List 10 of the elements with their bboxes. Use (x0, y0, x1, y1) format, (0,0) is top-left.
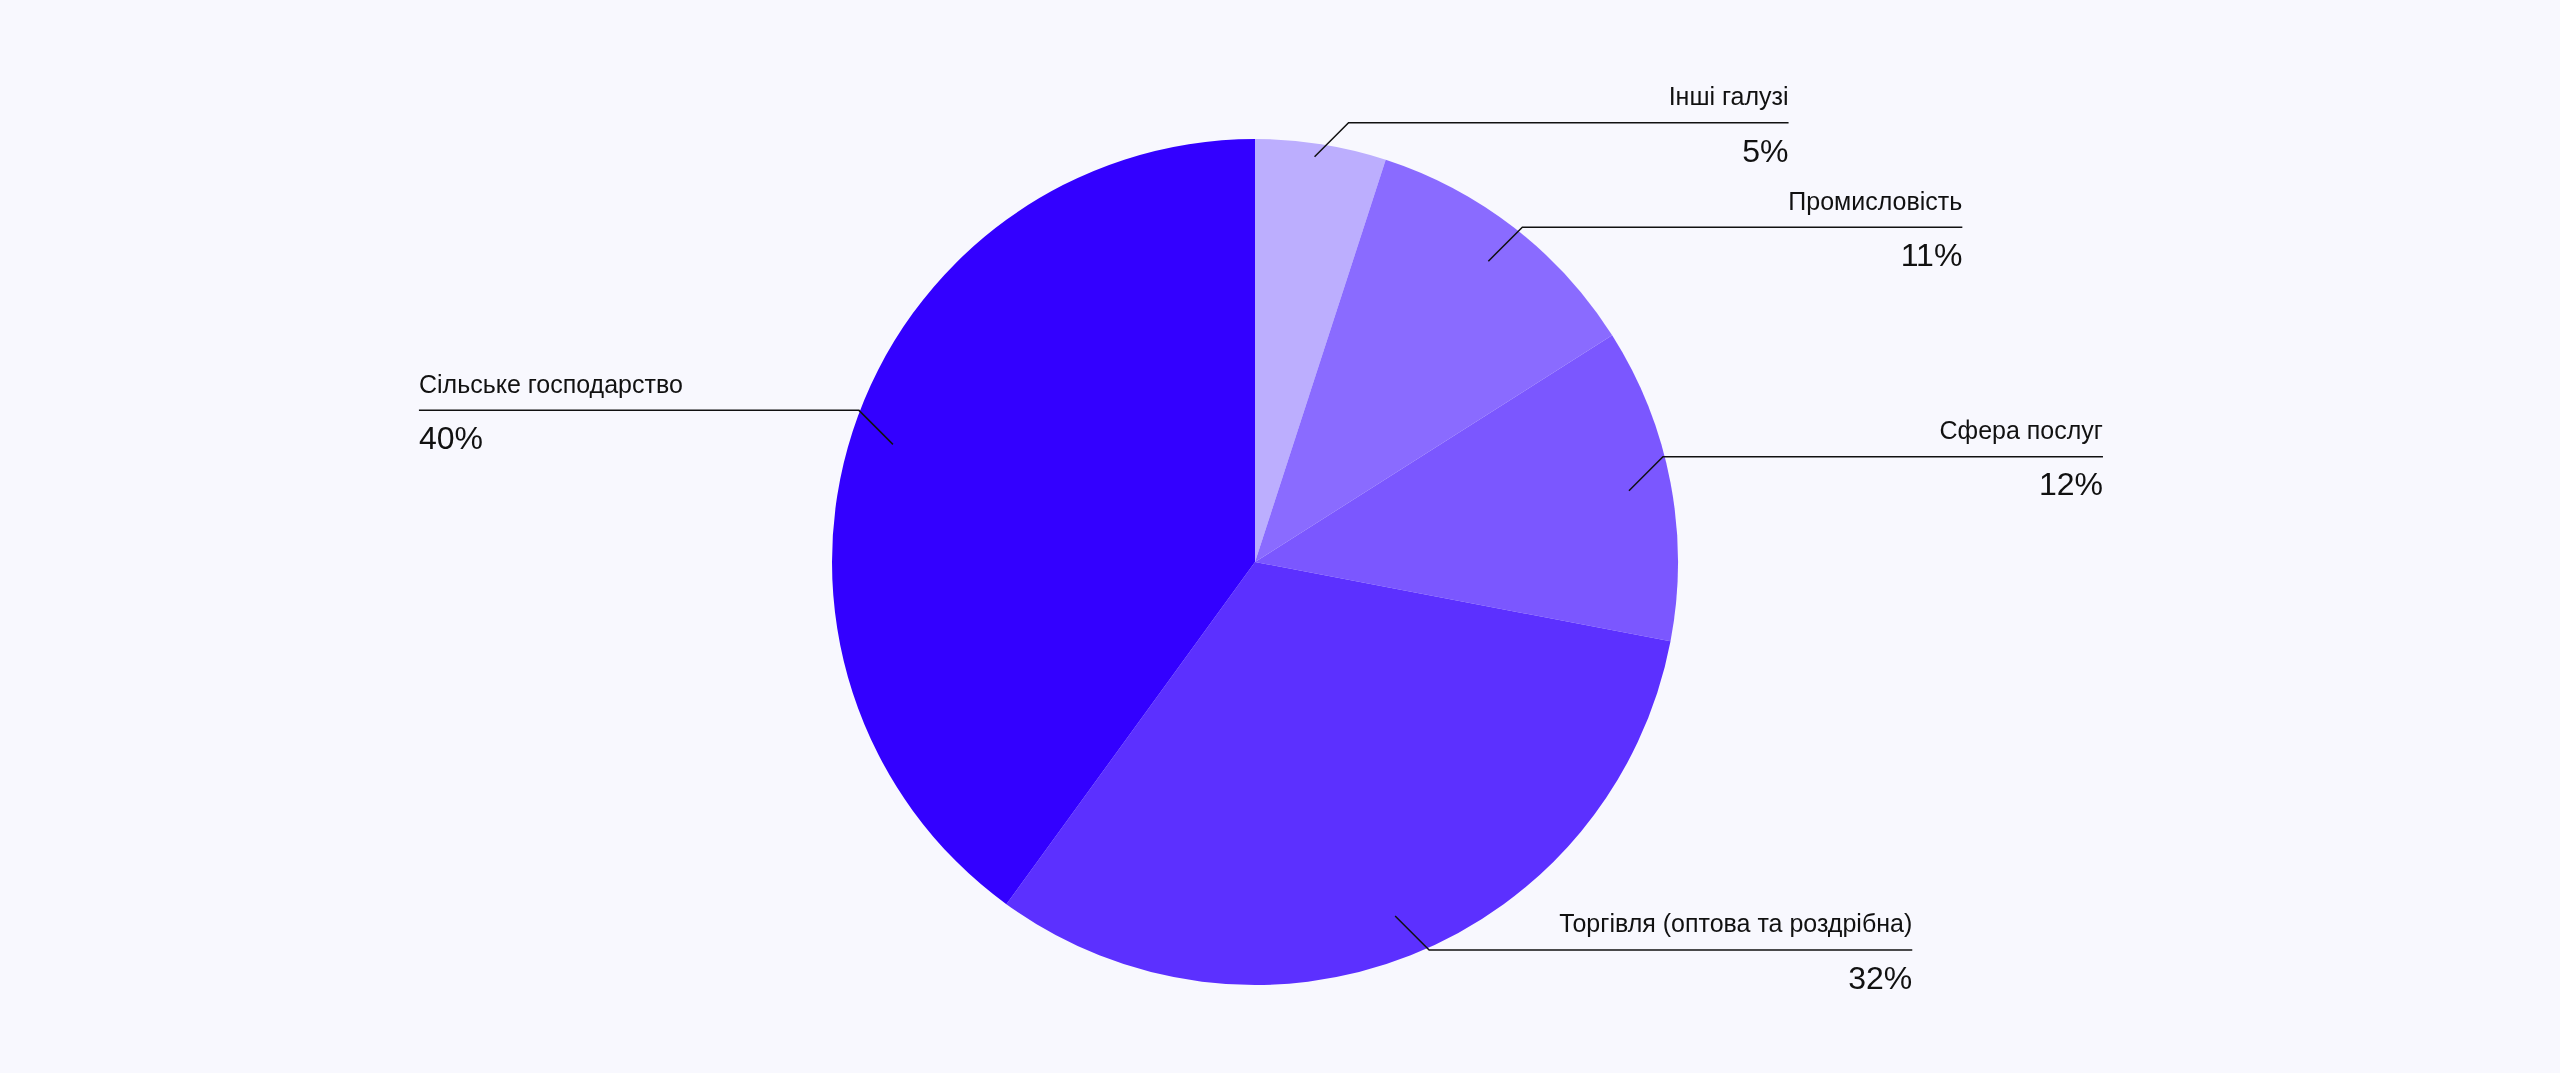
slice-label: Сільське господарство (418, 369, 683, 398)
data-label: 32% (1848, 959, 1913, 996)
slice-label: Промисловість (1788, 186, 1963, 215)
data-label: 11% (1900, 237, 1963, 274)
data-label: 12% (2038, 466, 2103, 503)
slice-label: Сфера послуг (1939, 416, 2103, 445)
slice-label: Торгівля (оптова та роздрібна) (1559, 909, 1913, 938)
slice-label: Інші галузі (1668, 82, 1789, 111)
data-label: 5% (1742, 132, 1789, 169)
data-label: 40% (418, 420, 483, 457)
